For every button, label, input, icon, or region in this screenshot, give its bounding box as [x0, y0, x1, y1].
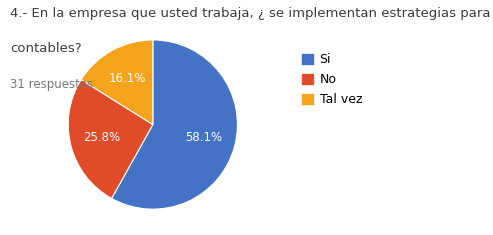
Legend: Si, No, Tal vez: Si, No, Tal vez [302, 53, 362, 106]
Wedge shape [81, 40, 153, 125]
Text: 31 respuestas: 31 respuestas [10, 78, 93, 90]
Text: 58.1%: 58.1% [185, 131, 222, 144]
Wedge shape [68, 80, 153, 198]
Text: 4.- En la empresa que usted trabaja, ¿ se implementan estrategias para  minimiza: 4.- En la empresa que usted trabaja, ¿ s… [10, 7, 493, 20]
Text: 16.1%: 16.1% [109, 72, 146, 85]
Text: contables?: contables? [10, 42, 81, 55]
Wedge shape [111, 40, 238, 209]
Text: 25.8%: 25.8% [83, 131, 121, 144]
